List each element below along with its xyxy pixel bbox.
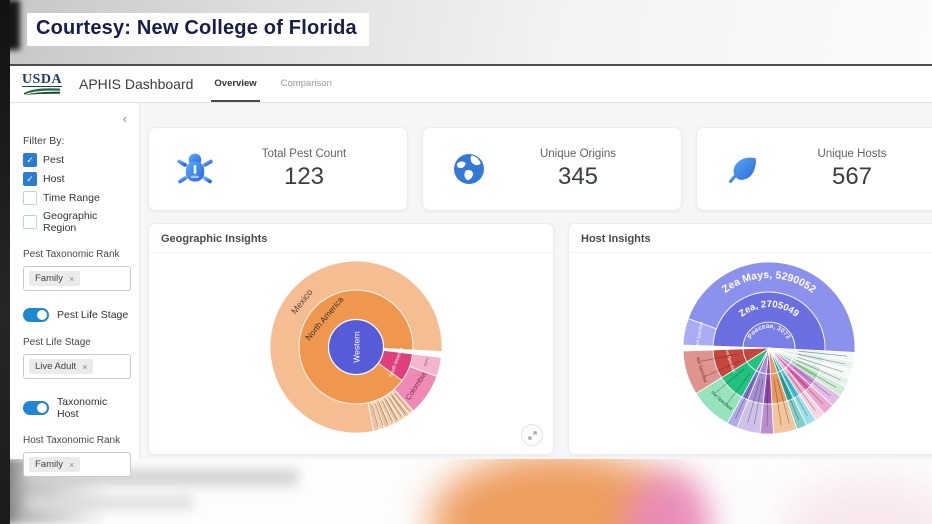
blurred-bottom-band	[0, 458, 932, 524]
pest-checkbox[interactable]: ✓	[23, 153, 37, 167]
total-pest-count-text: Total Pest Count 123	[215, 148, 407, 191]
leaf-icon	[729, 157, 757, 183]
unique-origins-text: Unique Origins 345	[489, 148, 681, 191]
checkbox-row-pest[interactable]: ✓ Pest	[23, 153, 131, 167]
host-rank-chip-value: Family	[35, 459, 63, 470]
host-checkbox[interactable]: ✓	[23, 172, 37, 186]
pest-life-stage-chip-value: Live Adult	[35, 361, 77, 372]
pest-life-stage-label: Pest Life Stage	[23, 337, 91, 348]
remove-chip-icon[interactable]: ×	[82, 361, 88, 372]
geographic-insights-panel: Geographic Insights Mexico North America W…	[148, 223, 554, 455]
courtesy-banner: Courtesy: New College of Florida	[27, 13, 369, 46]
expand-chart-button[interactable]	[521, 424, 543, 446]
host-taxonomic-rank-label: Host Taxonomic Rank	[23, 435, 121, 446]
pest-life-stage-toggle-label: Pest Life Stage	[57, 309, 129, 321]
chevron-left-icon: ‹	[122, 111, 127, 126]
pest-checkbox-label: Pest	[43, 154, 65, 166]
bug-icon	[176, 153, 214, 184]
pest-taxonomic-rank-select[interactable]: Family ×	[23, 266, 131, 291]
pest-rank-chip-value: Family	[35, 273, 63, 284]
time-range-checkbox[interactable]: ✓	[23, 191, 37, 205]
pest-taxonomic-rank-label: Pest Taxonomic Rank	[23, 249, 120, 260]
checkbox-row-geographic-region[interactable]: ✓ Geographic Region	[23, 210, 131, 234]
taxonomic-host-toggle-row: Taxonomic Host	[23, 396, 131, 420]
app-title: APHIS Dashboard	[79, 76, 194, 92]
host-rank-chip: Family ×	[29, 457, 81, 472]
pest-life-stage-select[interactable]: Live Adult ×	[23, 354, 131, 379]
stat-label: Unique Hosts	[817, 147, 887, 160]
geographic-region-checkbox[interactable]: ✓	[23, 215, 37, 229]
svg-text:Peru: Peru	[423, 356, 430, 366]
tab-comparison[interactable]: Comparison	[280, 77, 332, 89]
taxonomic-host-toggle-label: Taxonomic Host	[57, 396, 108, 420]
remove-chip-icon[interactable]: ×	[68, 459, 75, 470]
geographic-region-checkbox-label: Geographic Region	[43, 210, 98, 234]
tab-overview[interactable]: Overview	[211, 66, 260, 102]
left-edge-bar	[0, 0, 10, 524]
pest-life-stage-chip: Live Adult ×	[29, 359, 94, 374]
blur-blob-pink-right	[780, 478, 932, 524]
geographic-insights-title: Geographic Insights	[149, 224, 553, 253]
sidebar-collapse-button[interactable]: ‹	[23, 109, 131, 129]
pest-life-stage-toggle-row: Pest Life Stage	[23, 308, 131, 322]
taxonomic-host-toggle[interactable]	[23, 401, 49, 415]
host-checkbox-label: Host	[43, 173, 65, 185]
stat-cards-row: Total Pest Count 123 Unique Origins	[148, 127, 932, 211]
host-insights-panel: Host Insights Zea Mays, 5290052 Zea, 2705…	[568, 223, 932, 455]
globe-icon	[454, 154, 484, 184]
usda-logo: USDA	[21, 72, 63, 95]
time-range-checkbox-label: Time Range	[43, 192, 100, 204]
toggle-knob	[37, 403, 47, 413]
dashboard-main: Total Pest Count 123 Unique Origins	[140, 103, 932, 459]
total-pest-count-card: Total Pest Count 123	[148, 127, 408, 211]
host-taxonomic-rank-select[interactable]: Family ×	[23, 452, 131, 477]
stat-value: 345	[557, 162, 599, 190]
checkbox-row-host[interactable]: ✓ Host	[23, 172, 131, 186]
expand-arrows-icon	[527, 430, 537, 440]
usda-logo-text: USDA	[21, 72, 63, 87]
check-icon: ✓	[26, 154, 34, 165]
pest-life-stage-toggle[interactable]	[23, 308, 49, 322]
checkbox-row-time-range[interactable]: ✓ Time Range	[23, 191, 131, 205]
stat-value: 123	[283, 162, 325, 190]
unique-hosts-card: Unique Hosts 567	[696, 127, 932, 211]
svg-text:Not Specified: Not Specified	[694, 321, 704, 347]
toggle-knob	[37, 310, 47, 320]
blur-smudge	[28, 496, 193, 509]
dashboard-header: USDA APHIS Dashboard Overview Comparison	[10, 66, 932, 103]
unique-origins-card: Unique Origins 345	[422, 127, 682, 211]
check-icon: ✓	[26, 173, 34, 184]
courtesy-text: Courtesy: New College of Florida	[36, 17, 357, 39]
insight-panels-row: Geographic Insights Mexico North America W…	[148, 223, 932, 455]
filter-sidebar: ‹ Filter By: ✓ Pest ✓ Host ✓ Time Range …	[10, 103, 140, 477]
stat-label: Unique Origins	[539, 147, 617, 160]
host-insights-title: Host Insights	[569, 224, 932, 253]
svg-text:Western: Western	[351, 331, 361, 363]
header-tabs: Overview Comparison	[211, 66, 334, 102]
aphis-dashboard-window: USDA APHIS Dashboard Overview Comparison…	[10, 64, 932, 477]
pest-rank-chip: Family ×	[29, 271, 81, 286]
unique-hosts-text: Unique Hosts 567	[763, 148, 932, 191]
remove-chip-icon[interactable]: ×	[68, 273, 75, 284]
usda-swoosh-icon	[24, 88, 60, 95]
stat-value: 567	[831, 162, 873, 190]
dashboard-body: ‹ Filter By: ✓ Pest ✓ Host ✓ Time Range …	[10, 103, 932, 477]
filter-by-label: Filter By:	[23, 135, 65, 147]
stat-label: Total Pest Count	[261, 147, 347, 160]
